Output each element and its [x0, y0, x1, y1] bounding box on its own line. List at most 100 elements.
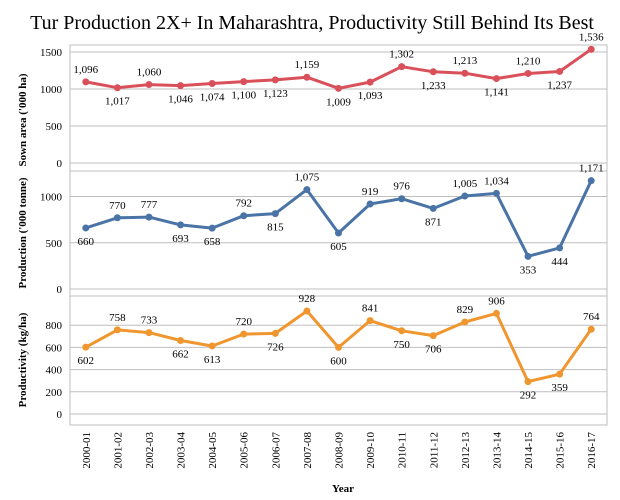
chart-title: Tur Production 2X+ In Maharashtra, Produ…	[30, 12, 594, 34]
x-tick-label: 2012-13	[460, 432, 472, 469]
data-label: 1,213	[452, 55, 477, 67]
data-point	[177, 221, 185, 229]
data-point	[398, 63, 406, 71]
data-point	[82, 343, 90, 351]
y-tick-label: 500	[46, 121, 63, 133]
data-label: 764	[583, 311, 600, 323]
data-point	[145, 329, 153, 337]
data-label: 660	[78, 236, 95, 248]
data-label: 662	[172, 349, 189, 361]
data-point	[303, 73, 311, 81]
data-point	[366, 317, 374, 325]
x-tick-label: 2005-06	[239, 432, 251, 469]
x-tick-label: 2007-08	[302, 432, 314, 469]
data-point	[461, 69, 469, 77]
data-point	[271, 76, 279, 84]
data-point	[366, 78, 374, 86]
x-tick-label: 2015-16	[555, 432, 567, 469]
data-point	[335, 343, 342, 351]
data-point	[461, 318, 469, 326]
y-tick-label: 400	[46, 365, 63, 377]
data-label: 733	[141, 315, 158, 327]
y-tick-label: 600	[46, 342, 63, 354]
y-tick-label: 0	[57, 409, 63, 421]
data-point	[113, 214, 121, 222]
data-label: 1,060	[137, 67, 162, 79]
y-tick-label: 1000	[40, 84, 63, 96]
data-point	[335, 84, 342, 92]
panel-1: 0 500 1000 1500 Sown area ('000 ha) 1,096 1,01…	[17, 31, 608, 172]
data-label: 906	[488, 295, 505, 307]
data-label: 1,100	[231, 90, 256, 102]
data-label: 871	[425, 216, 442, 228]
data-label: 359	[551, 382, 568, 394]
data-point	[492, 309, 500, 317]
y-tick-label: 800	[46, 320, 63, 332]
x-axis-ticks: 2000-01 2001-02 2002-03 2003-04 2004-05 2005-…	[81, 432, 598, 469]
data-point	[303, 307, 311, 315]
data-point	[240, 330, 248, 338]
data-label: 1,210	[516, 55, 541, 67]
data-label: 976	[393, 181, 410, 193]
data-label: 720	[235, 316, 252, 328]
data-label: 1,536	[579, 31, 604, 43]
data-point	[429, 204, 437, 212]
data-label: 444	[551, 256, 568, 268]
data-label: 1,237	[547, 79, 572, 91]
data-point	[271, 329, 279, 337]
data-label: 1,075	[295, 172, 320, 184]
data-point	[208, 342, 216, 350]
x-tick-label: 2002-03	[144, 432, 156, 469]
data-point	[524, 378, 532, 386]
data-label: 1,074	[200, 92, 225, 104]
data-point	[177, 337, 185, 345]
data-label: 750	[393, 339, 410, 351]
data-point	[492, 75, 500, 83]
data-label: 777	[141, 199, 158, 211]
data-label: 1,009	[326, 96, 351, 108]
y-axis-label: Sown area ('000 ha)	[17, 73, 29, 166]
data-label: 1,123	[263, 88, 288, 100]
y-tick-label: 1000	[40, 192, 63, 204]
x-tick-label: 2008-09	[334, 432, 346, 469]
x-tick-label: 2014-15	[523, 432, 535, 469]
data-point	[398, 195, 406, 203]
y-tick-label: 0	[57, 158, 63, 170]
data-label: 292	[520, 390, 537, 402]
x-tick-label: 2009-10	[365, 432, 377, 469]
y-axis-label: Production ('000 tonne)	[17, 177, 29, 288]
data-label: 1,017	[105, 96, 130, 108]
y-tick-label: 0	[57, 284, 63, 296]
data-point	[524, 69, 532, 77]
data-point	[177, 82, 185, 90]
data-point	[556, 370, 564, 378]
data-point	[587, 325, 595, 333]
x-tick-label: 2001-02	[112, 432, 124, 469]
data-label: 1,233	[421, 80, 446, 92]
x-tick-label: 2006-07	[270, 432, 282, 469]
x-tick-label: 2003-04	[176, 432, 188, 469]
data-label: 815	[267, 222, 284, 234]
data-label: 841	[362, 303, 379, 315]
data-point	[145, 81, 153, 89]
data-label: 658	[204, 236, 221, 248]
data-point	[429, 68, 437, 76]
x-tick-label: 2011-12	[428, 432, 440, 468]
x-tick-label: 2013-14	[491, 432, 503, 469]
data-label: 1,141	[484, 87, 509, 99]
panel-2: 0 500 1000 Production ('000 tonne) 660 770 777…	[17, 163, 608, 297]
data-point	[524, 252, 532, 260]
data-label: 829	[457, 304, 474, 316]
data-point	[335, 229, 342, 237]
x-tick-label: 2004-05	[207, 432, 219, 469]
data-label: 1,159	[295, 59, 320, 71]
data-point	[240, 212, 248, 220]
data-label: 1,302	[389, 49, 414, 61]
x-tick-label: 2016-17	[586, 432, 598, 469]
data-label: 1,046	[168, 94, 193, 106]
data-label: 758	[109, 312, 126, 324]
data-point	[587, 177, 595, 185]
data-point	[82, 224, 90, 232]
y-tick-label: 1500	[40, 47, 63, 59]
y-tick-label: 500	[46, 238, 63, 250]
